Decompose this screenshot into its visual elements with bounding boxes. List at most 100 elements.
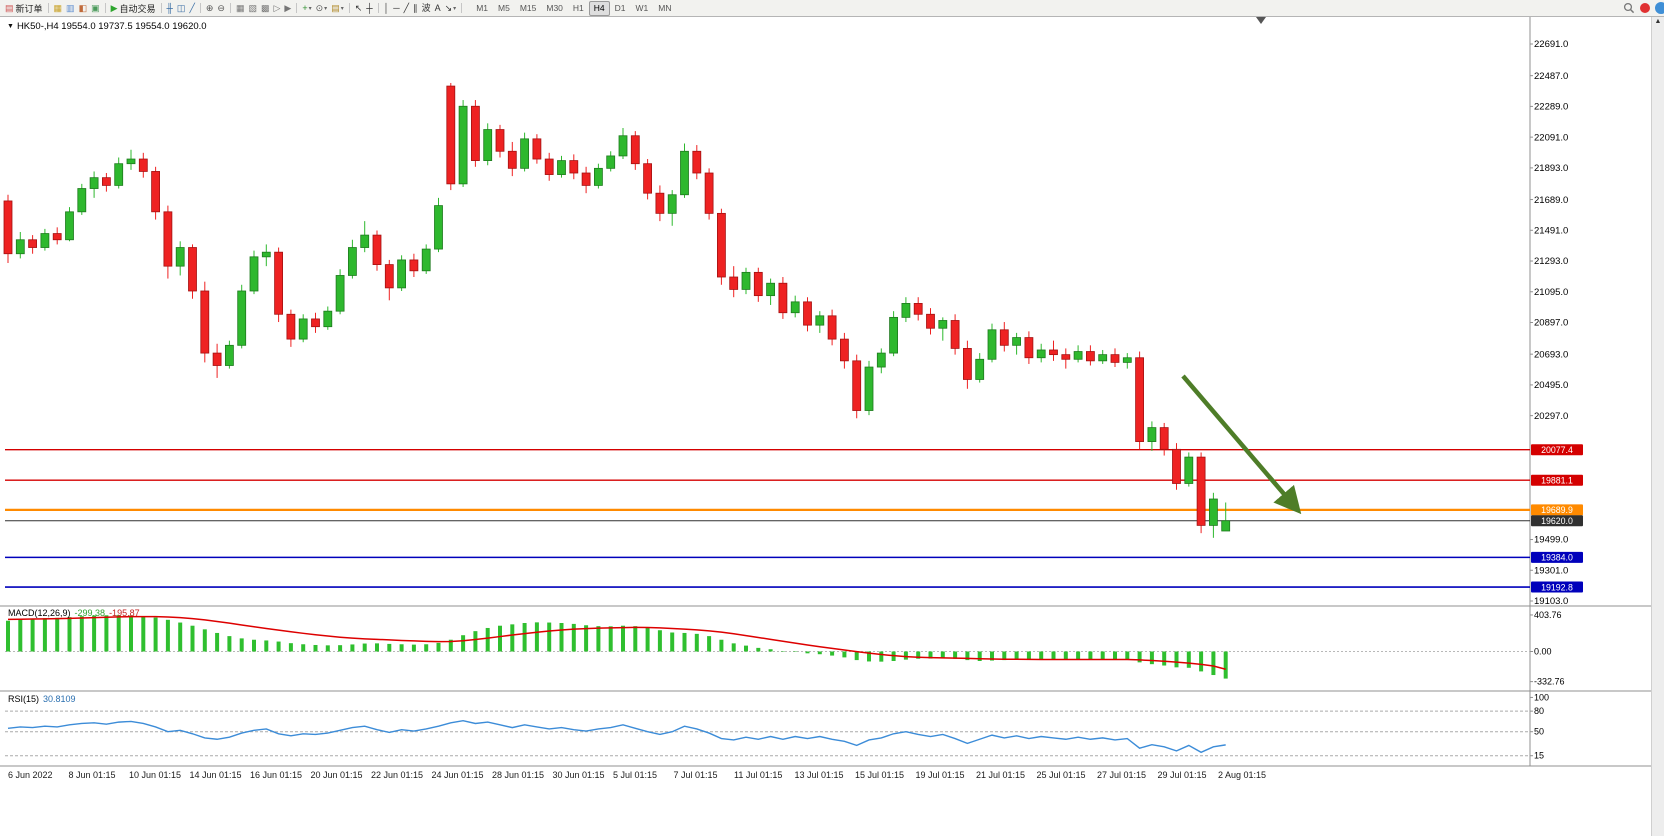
trendline-tool[interactable]: ╱ [402,1,411,15]
market-watch-icon[interactable]: ▦ [52,1,65,15]
candle-body [852,360,862,411]
candle-body [1122,357,1132,363]
auto-scroll-icon[interactable]: ▶ [282,1,293,15]
indicators-button[interactable]: + ▾ [300,1,313,15]
chart-shift-marker[interactable] [1256,17,1266,24]
time-axis-label: 14 Jun 01:15 [190,770,242,780]
horizontal-line-icon: ─ [393,2,400,13]
candle-body [102,177,111,186]
candle-body [421,248,431,272]
candle-body [89,177,99,189]
horizontal-line-tool[interactable]: ─ [391,1,401,15]
chart-collapse-icon[interactable]: ▼ [7,23,14,30]
chevron-down-icon[interactable]: ▾ [453,5,457,12]
notification-badge[interactable] [1640,3,1650,13]
tile-windows-icon[interactable]: ▦ [234,1,247,15]
price-badge-19384.0: 19384.0 [1531,551,1583,563]
toolbar-separator [296,3,298,13]
candle-body [1184,456,1194,484]
navigator-icon[interactable]: ◧ [77,1,90,15]
search-icon[interactable] [1623,2,1635,14]
timeframe-button-mn[interactable]: MN [658,2,672,13]
candle-body [1196,456,1206,526]
time-axis-label: 2 Aug 01:15 [1218,770,1266,780]
candle-body [28,239,38,248]
channel-tool[interactable]: ∥ [411,1,420,15]
candle-body [1172,448,1181,484]
price-badge-19192.8: 19192.8 [1531,581,1583,593]
new-order-button[interactable]: ▤ 新订单 [3,1,45,15]
macd-signal-line [7,615,1226,670]
candle-body [1061,354,1071,360]
price-tick-label: 20897.0 [1534,318,1568,329]
time-axis-label: 13 Jul 01:15 [795,770,844,780]
timeframe-button-h4[interactable]: H4 [588,0,610,16]
candle-body [384,264,394,289]
candle-body [507,150,517,169]
toolbar-separator [461,3,463,13]
new-chart-icon[interactable]: ▧ [246,1,259,15]
toolbar-separator [104,3,106,13]
timeframe-button-d1[interactable]: D1 [614,2,626,13]
macd-histogram [6,615,1228,679]
data-window-icon-icon: ▥ [66,2,75,13]
candle-body [803,301,812,326]
candle-body [470,105,480,161]
rsi-label: RSI(15) 30.8109 [8,694,76,704]
price-tick-label: 22091.0 [1534,132,1568,143]
candlestick-chart-icon[interactable]: ◫ [175,1,188,15]
timeframe-button-h1[interactable]: H1 [572,2,584,13]
chevron-down-icon[interactable]: ▾ [308,5,312,12]
candle-body [704,172,714,214]
candle-body [901,303,911,318]
line-chart-icon[interactable]: ╱ [187,1,196,15]
vertical-line-tool[interactable]: │ [382,1,392,15]
arrows-tool[interactable]: ↘ ▾ [443,1,459,15]
auto-arrange-icon-icon: ▩ [260,2,270,13]
bar-chart-icon[interactable]: ╫ [165,1,175,15]
timeframe-button-m5[interactable]: M5 [498,2,510,13]
time-axis-label: 19 Jul 01:15 [916,770,965,780]
price-tick-label: 22691.0 [1534,39,1568,50]
crosshair-icon: ┼ [366,2,373,13]
chart-shift-icon[interactable]: ▷ [272,1,283,15]
candle-body [311,318,320,328]
price-tick-label: 20297.0 [1534,411,1568,422]
text-tool[interactable]: A [433,1,443,15]
auto-arrange-icon[interactable]: ▩ [259,1,272,15]
zoom-out-icon[interactable]: ⊖ [215,1,227,15]
cursor-tool[interactable]: ↖ [353,1,365,15]
terminal-icon[interactable]: ▣ [89,1,102,15]
candle-body [458,105,468,185]
candle-body [1012,337,1021,346]
trend-arrow[interactable] [1181,374,1302,515]
timeframe-button-m30[interactable]: M30 [546,2,563,13]
templates-button[interactable]: ▤ ▾ [329,1,346,15]
candle-body [926,313,935,329]
timeframe-button-m15[interactable]: M15 [519,2,537,13]
zoom-in-icon-icon: ⊕ [205,2,214,13]
candle-body [409,259,419,272]
periods-button[interactable]: ⊙ ▾ [314,1,330,15]
zoom-in-icon[interactable]: ⊕ [204,1,216,15]
partial-app-icon[interactable] [1655,2,1664,14]
crosshair-tool[interactable]: ┼ [364,1,374,15]
timeframe-button-w1[interactable]: W1 [635,2,649,13]
data-window-icon[interactable]: ▥ [64,1,77,15]
fibonacci-tool[interactable]: 波 [420,1,433,15]
autotrade-icon: ▶ [110,2,118,13]
scroll-up-icon[interactable]: ▲ [1654,18,1662,25]
autotrade-button[interactable]: ▶ 自动交易 [109,1,158,15]
candle-body [581,172,591,186]
candle-body [618,135,628,157]
candle-body [778,282,788,314]
vertical-scrollbar[interactable]: ▲ [1651,16,1664,836]
time-axis-label: 15 Jul 01:15 [855,770,904,780]
timeframe-button-m1[interactable]: M1 [476,2,488,13]
chart-shift-icon-icon: ▷ [273,2,281,13]
toolbar-separator [348,3,350,13]
candle-body [1209,498,1218,526]
candle-body [1073,351,1083,360]
chevron-down-icon[interactable]: ▾ [324,5,328,12]
chevron-down-icon[interactable]: ▾ [340,5,344,12]
